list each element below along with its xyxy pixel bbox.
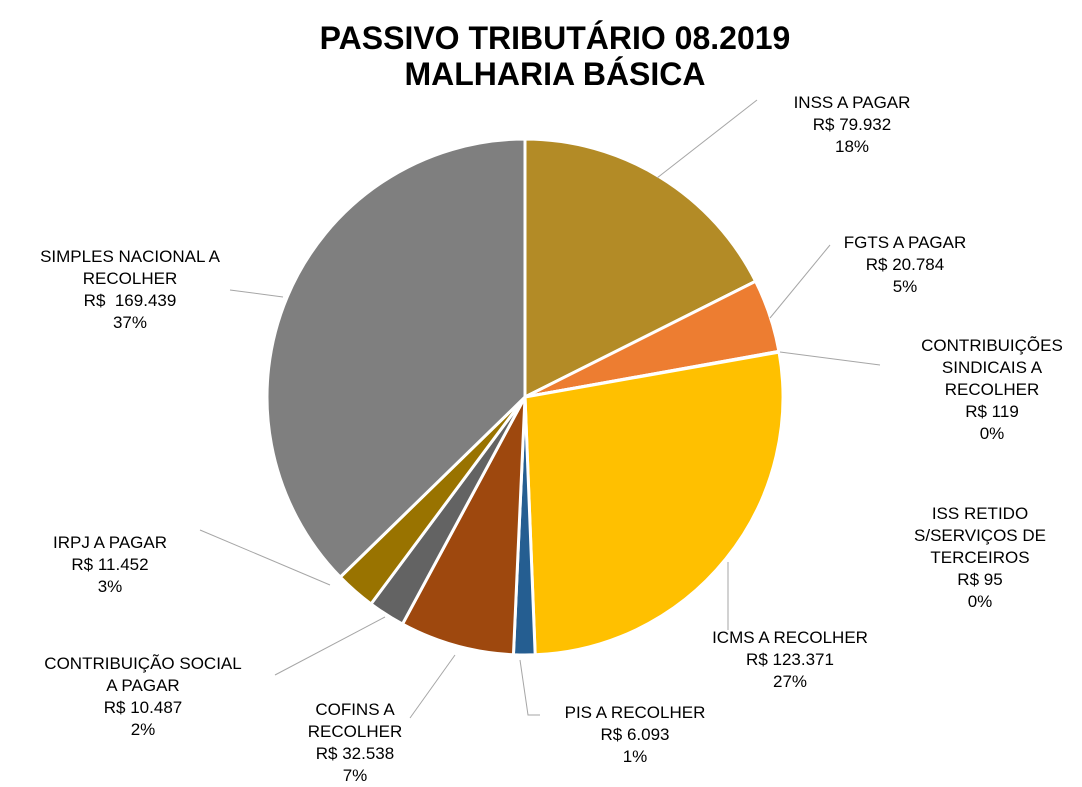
leader-line — [274, 616, 386, 676]
category-label: ICMS A RECOLHER — [712, 628, 868, 647]
value-label: R$ 123.371 — [746, 650, 834, 669]
category-label: COFINS A RECOLHER — [307, 700, 403, 741]
data-label: ICMS A RECOLHER R$ 123.371 27% — [712, 627, 868, 693]
value-label: R$ 32.538 — [315, 744, 395, 763]
value-label: R$ 95 — [957, 570, 1003, 589]
leader-line — [199, 529, 331, 586]
value-label: R$ 119 — [965, 402, 1019, 421]
leader-line — [779, 351, 881, 366]
value-label: R$ 6.093 — [600, 725, 670, 744]
leader-line — [229, 289, 284, 298]
leader-line — [519, 659, 540, 716]
category-label: PIS A RECOLHER — [564, 703, 706, 722]
pie-slice — [400, 396, 527, 657]
category-label: CONTRIBUIÇÃO SOCIAL A PAGAR — [44, 654, 242, 695]
category-label: IRPJ A PAGAR — [52, 533, 168, 552]
data-label: SIMPLES NACIONAL A RECOLHER R$ 169.439 37% — [40, 246, 220, 334]
percent-label: 37% — [112, 313, 148, 332]
category-label: ISS RETIDO S/SERVIÇOS DE TERCEIROS — [914, 504, 1046, 567]
percent-label: 2% — [130, 720, 156, 739]
category-label: CONTRIBUIÇÕES SINDICAIS A RECOLHER — [921, 336, 1063, 399]
value-label: R$ 79.932 — [812, 115, 892, 134]
category-label: INSS A PAGAR — [793, 93, 911, 112]
percent-label: 0% — [967, 592, 993, 611]
data-label: CONTRIBUIÇÃO SOCIAL A PAGAR R$ 10.487 2% — [44, 653, 241, 741]
data-label: IRPJ A PAGAR R$ 11.452 3% — [53, 532, 167, 598]
value-label: R$ 169.439 — [83, 291, 177, 310]
value-label: R$ 20.784 — [865, 255, 945, 274]
percent-label: 7% — [342, 766, 368, 785]
value-label: R$ 11.452 — [71, 555, 149, 574]
pie-slice — [523, 137, 758, 400]
percent-label: 5% — [892, 277, 918, 296]
data-label: ISS RETIDO S/SERVIÇOS DE TERCEIROS R$ 95 0… — [914, 503, 1046, 613]
data-label: COFINS A RECOLHER R$ 32.538 7% — [308, 699, 402, 787]
percent-label: 18% — [834, 137, 870, 156]
leader-line — [769, 244, 831, 319]
percent-label: 27% — [772, 672, 808, 691]
data-label: FGTS A PAGAR R$ 20.784 5% — [844, 232, 967, 298]
percent-label: 3% — [97, 577, 123, 596]
leader-line — [409, 654, 456, 719]
chart-title: PASSIVO TRIBUTÁRIO 08.2019 MALHARIA BÁSI… — [319, 20, 791, 92]
percent-label: 1% — [622, 747, 648, 766]
pie-slice — [265, 137, 527, 580]
category-label: SIMPLES NACIONAL A RECOLHER — [40, 247, 220, 288]
percent-label: 0% — [979, 424, 1005, 443]
value-label: R$ 10.487 — [103, 698, 183, 717]
data-label: INSS A PAGAR R$ 79.932 18% — [794, 92, 911, 158]
category-label: FGTS A PAGAR — [843, 233, 967, 252]
data-label: CONTRIBUIÇÕES SINDICAIS A RECOLHER R$ 119… — [921, 335, 1063, 445]
pie-slice — [523, 350, 785, 657]
leader-line — [656, 99, 758, 179]
data-label: PIS A RECOLHER R$ 6.093 1% — [565, 702, 706, 768]
